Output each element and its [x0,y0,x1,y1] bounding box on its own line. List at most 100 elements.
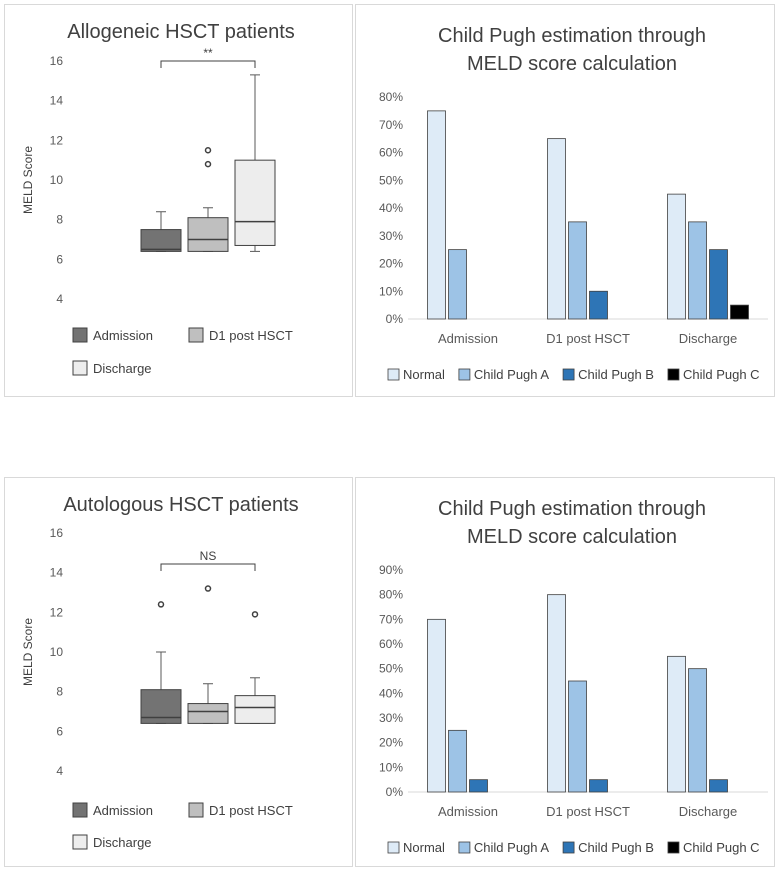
y-tick-label: 6 [56,724,63,738]
chart-title-line: MELD score calculation [467,53,677,75]
y-tick-label: 80% [379,90,403,104]
box-discharge [234,695,276,724]
significance-bracket [160,563,256,571]
y-tick-label: 70% [379,118,403,132]
bar-child-pugh-b-d1-post-hsct [589,779,608,793]
y-tick-label: 8 [56,213,63,227]
y-tick-label: 10 [50,645,64,659]
legend-label-admission: Admission [93,803,153,818]
chart-title: Allogeneic HSCT patients [67,21,295,43]
legend-label-normal: Normal [403,367,445,382]
significance-label: ** [203,46,213,60]
auto-boxplot: Autologous HSCT patients MELD Score 4 6 8 10 1… [21,494,299,850]
y-tick-label: 4 [56,292,63,306]
y-tick-label: 90% [379,563,403,577]
box-admission [140,229,182,252]
y-tick-label: 10 [50,173,64,187]
legend-swatch-child-pugh-c [667,368,680,381]
legend-swatch-discharge [72,360,88,376]
outlier-point-d1-post-hsct [204,585,212,592]
bar-child-pugh-b-discharge [709,779,728,793]
allo-bar-panel: Child Pugh estimation through MELD score … [355,4,775,397]
y-tick-label: 70% [379,612,403,626]
allo-box-panel: Allogeneic HSCT patients MELD Score 4 6 8 10 1… [4,4,353,397]
y-tick-label: 50% [379,662,403,676]
y-tick-label: 6 [56,252,63,266]
legend-swatch-child-pugh-b [562,368,575,381]
legend-label-admission: Admission [93,328,153,343]
legend-swatch-discharge [72,834,88,850]
y-tick-label: 16 [50,54,64,68]
y-tick-label: 4 [56,764,63,778]
bar-child-pugh-a-admission [448,249,467,320]
chart-title-line: MELD score calculation [467,526,677,548]
x-category-label: Discharge [679,331,738,346]
legend-swatch-d1-post-hsct [188,327,204,343]
bar-normal-admission [427,618,446,793]
legend-label-child-pugh-a: Child Pugh A [474,367,549,382]
box-d1-post-hsct [187,703,229,724]
box-admission [140,689,182,724]
auto-box-panel: Autologous HSCT patients MELD Score 4 6 8 10 1… [4,477,353,867]
y-tick-label: 10% [379,760,403,774]
auto-bar-panel: Child Pugh estimation through MELD score … [355,477,775,867]
bar-child-pugh-a-d1-post-hsct [568,221,587,320]
legend-label-child-pugh-c: Child Pugh C [683,840,760,855]
significance-bracket [160,60,256,68]
bar-child-pugh-b-discharge [709,249,728,320]
legend-swatch-child-pugh-a [458,841,471,854]
outlier-point-d1-post-hsct [204,160,212,168]
y-tick-label: 8 [56,685,63,699]
legend-swatch-admission [72,802,88,818]
y-tick-label: 40% [379,201,403,215]
legend-swatch-child-pugh-a [458,368,471,381]
y-tick-label: 40% [379,686,403,700]
allo-childpugh-bar-chart: Child Pugh estimation through MELD score … [379,25,768,382]
legend-label-child-pugh-b: Child Pugh B [578,367,654,382]
bar-child-pugh-b-d1-post-hsct [589,290,608,320]
legend-label-child-pugh-b: Child Pugh B [578,840,654,855]
bar-child-pugh-a-d1-post-hsct [568,680,587,793]
significance-label: NS [200,549,217,563]
y-tick-label: 60% [379,146,403,160]
legend-swatch-child-pugh-b [562,841,575,854]
bar-normal-admission [427,110,446,320]
bar-normal-d1-post-hsct [547,138,566,320]
legend-swatch-normal [387,368,400,381]
y-axis-label: MELD Score [21,618,35,686]
legend-swatch-child-pugh-c [667,841,680,854]
y-tick-label: 20% [379,736,403,750]
y-tick-label: 30% [379,711,403,725]
bar-normal-discharge [667,193,686,320]
y-tick-label: 60% [379,637,403,651]
legend-label-d1-post-hsct: D1 post HSCT [209,803,293,818]
legend-swatch-d1-post-hsct [188,802,204,818]
y-tick-label: 20% [379,257,403,271]
y-tick-label: 30% [379,229,403,243]
y-tick-label: 16 [50,526,64,540]
y-tick-label: 80% [379,588,403,602]
bar-normal-discharge [667,655,686,793]
bar-child-pugh-a-admission [448,729,467,793]
legend-label-d1-post-hsct: D1 post HSCT [209,328,293,343]
x-category-label: D1 post HSCT [546,331,630,346]
y-axis-label: MELD Score [21,146,35,214]
auto-childpugh-bar-chart: Child Pugh estimation through MELD score … [379,498,768,855]
legend-label-normal: Normal [403,840,445,855]
bar-normal-d1-post-hsct [547,594,566,793]
x-category-label: Admission [438,331,498,346]
box-d1-post-hsct [187,217,229,252]
y-tick-label: 12 [50,133,64,147]
bar-child-pugh-c-discharge [730,304,749,320]
y-tick-label: 0% [386,785,404,799]
box-discharge [234,159,276,246]
legend-swatch-normal [387,841,400,854]
x-category-label: D1 post HSCT [546,804,630,819]
legend-label-child-pugh-c: Child Pugh C [683,367,760,382]
legend-label-child-pugh-a: Child Pugh A [474,840,549,855]
chart-title-line: Child Pugh estimation through [438,498,706,520]
chart-title-line: Child Pugh estimation through [438,25,706,47]
legend-swatch-admission [72,327,88,343]
x-category-label: Admission [438,804,498,819]
y-tick-label: 14 [50,566,64,580]
